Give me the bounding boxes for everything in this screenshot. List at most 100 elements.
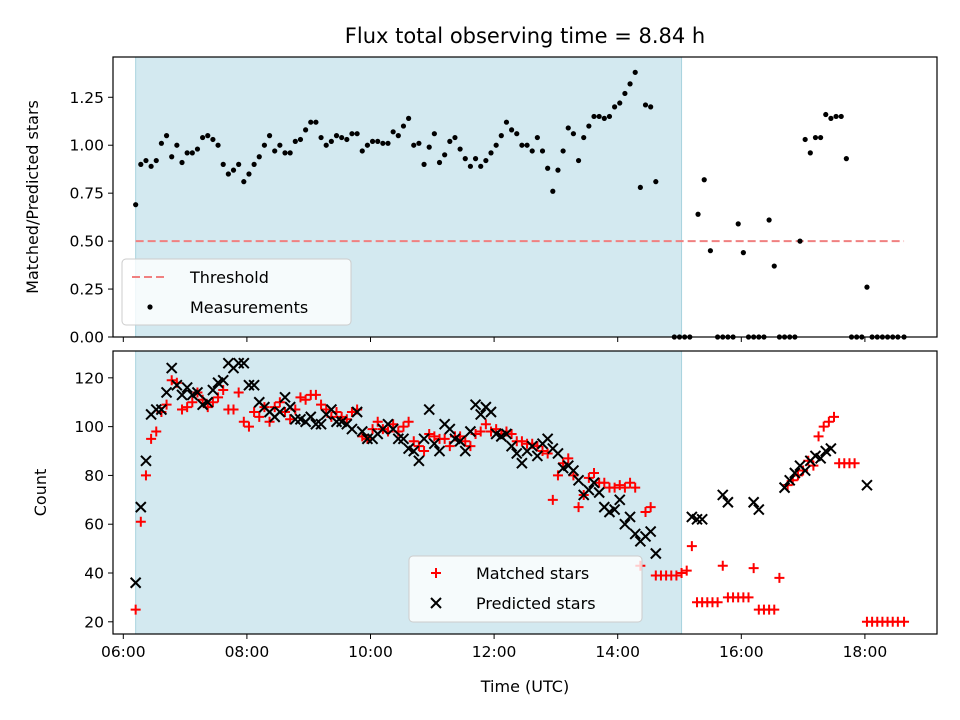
data-point: [550, 188, 556, 194]
data-point: [478, 163, 484, 169]
data-point: [565, 125, 571, 131]
data-point: [506, 428, 517, 439]
data-point: [184, 150, 190, 156]
data-point: [537, 446, 548, 457]
data-point: [864, 284, 870, 290]
count-axes-frame: [112, 350, 938, 635]
data-point: [629, 528, 641, 540]
legend-predicted-swatch: [430, 597, 442, 609]
y-tick-label: 20: [84, 613, 104, 631]
data-point: [812, 134, 819, 141]
data-point: [563, 453, 574, 464]
y-tick-label: 60: [84, 516, 104, 534]
data-point: [814, 452, 827, 465]
data-point: [454, 435, 466, 447]
data-point: [423, 403, 435, 416]
data-point: [318, 134, 324, 141]
data-point: [747, 496, 760, 508]
data-point: [469, 398, 482, 411]
data-point: [500, 428, 513, 440]
data-point: [153, 157, 159, 164]
data-point: [364, 142, 371, 148]
data-point: [289, 413, 302, 426]
data-point: [823, 416, 834, 427]
data-point: [161, 399, 172, 410]
data-point: [166, 375, 177, 386]
data-point: [163, 133, 170, 139]
data-point: [248, 379, 260, 391]
data-point: [583, 484, 595, 496]
data-point: [130, 604, 141, 615]
count-series-2: [129, 357, 873, 589]
data-point: [361, 433, 374, 445]
data-point: [321, 404, 332, 415]
data-point: [439, 433, 450, 444]
data-point: [462, 156, 468, 162]
data-point: [166, 362, 178, 374]
count-panel: 20 40 60 80 100 120 06:00 08:00 10:00 12:00 14:00 1…: [31, 350, 938, 661]
data-point: [243, 421, 254, 432]
data-point: [586, 123, 592, 129]
data-point: [280, 406, 291, 417]
data-point: [428, 437, 441, 450]
data-point: [608, 503, 621, 516]
data-point: [158, 140, 165, 146]
y-tick-label: 1.25: [69, 89, 104, 107]
y-tick-label: 40: [84, 565, 104, 583]
data-point: [534, 134, 540, 141]
data-point: [261, 142, 268, 148]
data-point: [797, 238, 803, 244]
data-point: [696, 513, 708, 526]
legend-box: [408, 555, 643, 623]
data-point: [133, 202, 139, 208]
data-point: [818, 421, 829, 432]
data-point: [769, 604, 780, 615]
data-point: [272, 148, 278, 154]
data-point: [308, 119, 314, 125]
data-point: [143, 157, 149, 164]
data-point: [843, 156, 849, 162]
data-point: [146, 433, 157, 444]
data-point: [310, 418, 322, 430]
data-point: [802, 136, 808, 143]
data-point: [829, 411, 839, 422]
data-point: [671, 570, 682, 581]
data-point: [813, 431, 824, 442]
data-point: [899, 616, 910, 627]
data-point: [681, 565, 692, 576]
data-point: [627, 81, 633, 87]
data-point: [433, 445, 446, 457]
data-point: [346, 423, 358, 435]
data-point: [648, 104, 654, 110]
data-point: [375, 138, 381, 144]
data-point: [316, 399, 327, 410]
data-point: [285, 414, 296, 425]
data-point: [722, 496, 734, 508]
data-point: [498, 133, 504, 139]
data-point: [825, 442, 837, 455]
data-point: [330, 416, 343, 428]
data-point: [431, 131, 437, 137]
data-point: [254, 411, 265, 422]
data-point: [413, 455, 425, 467]
data-point: [421, 161, 427, 167]
data-point: [287, 150, 293, 156]
data-point: [238, 357, 250, 369]
data-point: [467, 163, 474, 169]
data-point: [526, 440, 538, 452]
data-point: [138, 161, 144, 167]
data-point: [541, 433, 554, 445]
data-point: [176, 389, 188, 401]
data-point: [483, 157, 489, 164]
data-point: [444, 423, 456, 435]
data-point: [210, 136, 216, 143]
data-point: [818, 134, 824, 141]
data-point: [194, 146, 201, 152]
data-point: [570, 131, 577, 137]
data-point: [333, 133, 340, 139]
data-point: [292, 138, 298, 144]
data-point: [323, 142, 329, 148]
data-point: [488, 150, 494, 156]
data-point: [509, 127, 515, 133]
data-point: [406, 115, 412, 121]
